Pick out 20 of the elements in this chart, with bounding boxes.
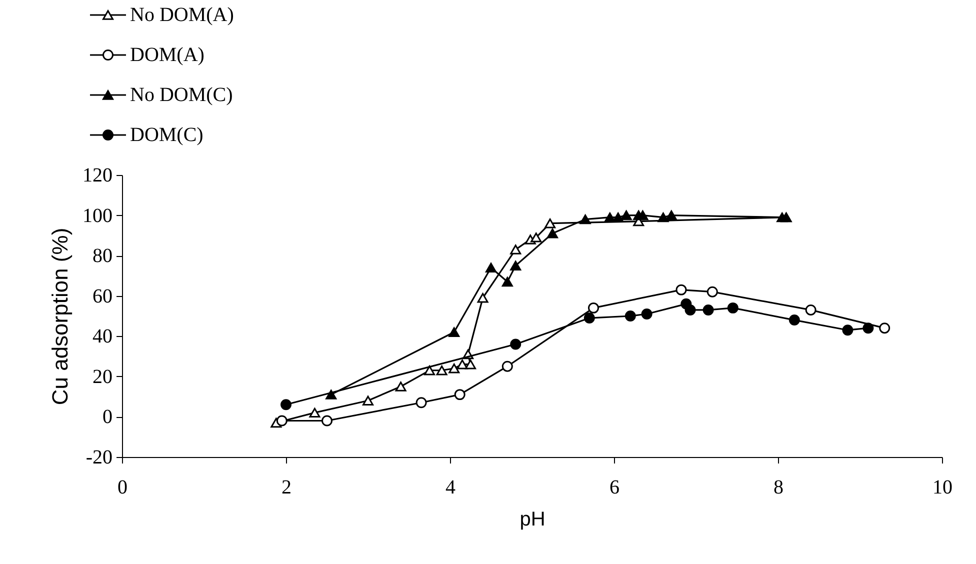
x-tick-label: 0 (118, 476, 128, 498)
x-tick-label: 2 (282, 476, 292, 498)
x-tick-label: 8 (774, 476, 784, 498)
legend-label: DOM(C) (130, 124, 204, 146)
y-tick-label: 100 (82, 204, 112, 227)
y-tick-label: 80 (92, 245, 112, 268)
y-tick-label: 20 (92, 366, 112, 388)
legend-label: DOM(A) (130, 44, 204, 66)
x-tick-label: 6 (610, 476, 620, 498)
y-axis-title: Cu adsorption (%) (48, 228, 72, 406)
y-tick-label: 0 (102, 406, 112, 428)
x-axis-title: pH (520, 508, 546, 530)
y-tick-label: -20 (86, 446, 112, 468)
y-tick-label: 120 (82, 164, 112, 186)
x-tick-label: 4 (446, 476, 456, 498)
legend-label: No DOM(C) (130, 84, 233, 106)
y-tick-label: 60 (92, 285, 112, 308)
x-tick-label: 10 (932, 476, 952, 498)
legend-label: No DOM(A) (130, 4, 234, 26)
y-tick-label: 40 (92, 326, 112, 348)
